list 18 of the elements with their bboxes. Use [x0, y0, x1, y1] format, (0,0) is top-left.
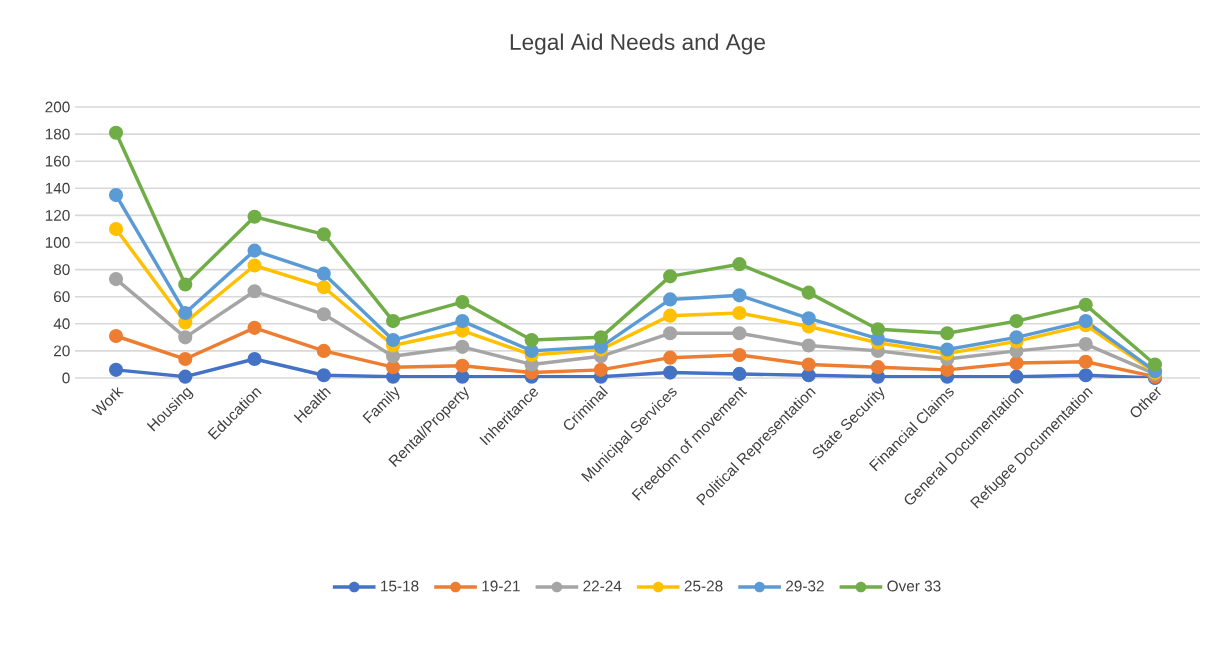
legend-label: 15-18	[381, 580, 419, 592]
chart-title: Legal Aid Needs and Age	[510, 33, 765, 55]
y-tick-label: 200	[45, 101, 70, 113]
y-tick-label: 120	[45, 209, 70, 221]
y-tick-label: 60	[54, 291, 70, 303]
y-tick-label: 20	[54, 345, 70, 357]
y-tick-label: 180	[45, 128, 70, 140]
y-tick-label: 140	[45, 182, 70, 194]
legend-label: 19-21	[482, 580, 520, 592]
y-tick-label: 100	[45, 237, 70, 248]
legend-label: 22-24	[583, 580, 622, 592]
legend-label: Over 33	[887, 580, 941, 592]
legend-label: 25-28	[684, 580, 723, 592]
y-tick-label: 0	[62, 372, 70, 384]
y-tick-label: 80	[53, 264, 70, 276]
y-tick-label: 40	[53, 318, 70, 330]
legend-label: 29-32	[786, 580, 824, 592]
y-tick-label: 160	[45, 155, 70, 167]
